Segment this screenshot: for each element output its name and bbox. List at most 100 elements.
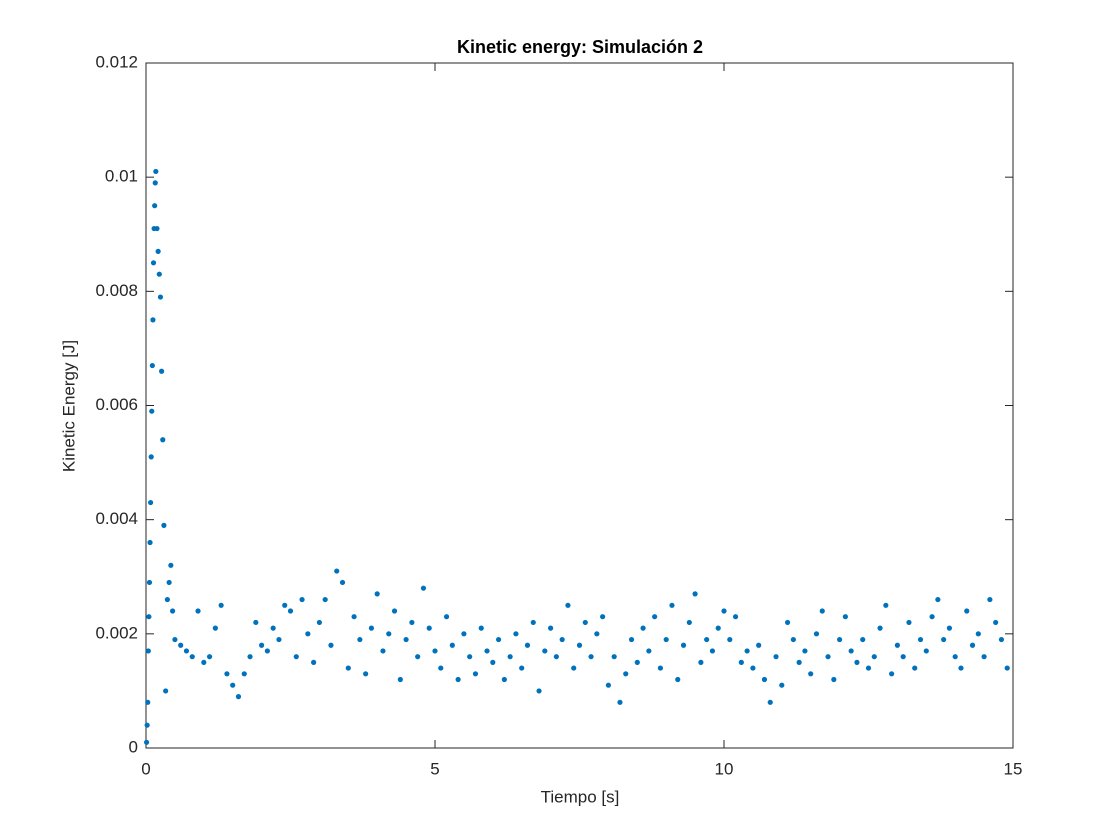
data-point	[426, 625, 432, 631]
data-point	[443, 614, 450, 620]
data-point	[600, 614, 606, 620]
data-point	[912, 665, 918, 671]
data-point	[877, 625, 883, 631]
data-point	[756, 642, 762, 648]
data-point	[363, 671, 369, 677]
data-point	[345, 665, 351, 671]
data-point	[455, 676, 461, 683]
data-point	[761, 676, 768, 683]
data-point	[773, 654, 779, 660]
data-point	[935, 596, 941, 603]
data-point	[501, 676, 507, 683]
data-point	[152, 203, 158, 209]
data-point	[652, 614, 658, 620]
data-point	[634, 659, 640, 665]
data-point	[148, 454, 154, 460]
data-point	[559, 636, 565, 643]
data-point	[813, 631, 820, 637]
data-point	[241, 671, 247, 677]
data-point	[149, 408, 155, 414]
data-point	[831, 676, 837, 683]
data-point	[808, 671, 814, 677]
data-point	[779, 682, 785, 688]
data-point	[894, 642, 901, 648]
data-point	[155, 248, 161, 254]
data-point	[993, 619, 999, 626]
y-axis-label: Kinetic Energy [J]	[59, 340, 78, 472]
data-point	[230, 682, 236, 688]
data-point	[883, 602, 889, 608]
data-point	[848, 648, 854, 654]
chart-title: Kinetic energy: Simulación 2	[457, 37, 703, 57]
data-point	[842, 614, 848, 620]
data-point	[206, 654, 213, 660]
y-tick-label: 0.002	[95, 623, 138, 642]
data-point	[617, 699, 623, 705]
data-point	[802, 648, 808, 654]
data-point	[150, 317, 156, 323]
data-point	[906, 619, 912, 626]
data-point	[420, 585, 427, 591]
data-point	[958, 665, 964, 671]
data-point	[819, 608, 825, 614]
data-point	[449, 642, 455, 648]
data-point	[438, 665, 444, 671]
data-point	[657, 665, 664, 671]
data-point	[865, 665, 872, 671]
data-point	[507, 654, 513, 660]
data-point	[790, 636, 796, 643]
data-point	[646, 648, 652, 654]
data-point	[432, 648, 438, 654]
data-point	[178, 642, 184, 648]
data-point	[692, 591, 698, 597]
data-point	[282, 602, 288, 608]
data-point	[825, 654, 831, 660]
data-point	[161, 522, 167, 528]
data-point	[183, 648, 190, 654]
data-point	[640, 625, 646, 631]
data-point	[409, 619, 415, 626]
data-point	[750, 665, 756, 671]
data-point	[311, 659, 317, 665]
data-point	[686, 619, 692, 626]
x-tick-label: 15	[1004, 759, 1023, 778]
data-point	[145, 648, 151, 654]
data-point	[981, 654, 987, 660]
data-point	[259, 642, 265, 648]
data-point	[153, 168, 159, 175]
data-point	[293, 654, 299, 660]
data-point	[157, 294, 164, 300]
data-point	[889, 671, 895, 677]
data-point	[357, 636, 363, 643]
data-point	[150, 260, 157, 266]
data-point	[611, 654, 617, 660]
data-point	[164, 596, 170, 603]
y-tick-label: 0.008	[95, 281, 138, 300]
data-point	[160, 437, 166, 443]
data-point	[166, 579, 172, 586]
data-point	[582, 619, 588, 626]
data-point	[553, 654, 559, 660]
data-point	[860, 636, 866, 643]
data-point	[478, 625, 484, 631]
data-point	[334, 568, 340, 574]
data-point	[218, 602, 224, 608]
data-point	[721, 608, 727, 614]
data-point	[201, 659, 207, 665]
data-point	[146, 614, 152, 620]
data-point	[397, 676, 403, 683]
data-point	[738, 659, 744, 665]
data-point	[172, 636, 178, 643]
data-point	[299, 596, 305, 603]
data-point	[156, 271, 162, 277]
data-point	[623, 671, 629, 677]
x-tick-label: 0	[141, 759, 150, 778]
data-point	[784, 619, 791, 626]
data-point	[403, 636, 409, 643]
data-point	[628, 636, 635, 643]
data-point	[837, 636, 843, 643]
data-point	[235, 694, 242, 700]
data-point	[143, 739, 150, 745]
data-point	[669, 602, 675, 608]
data-point	[159, 368, 165, 374]
